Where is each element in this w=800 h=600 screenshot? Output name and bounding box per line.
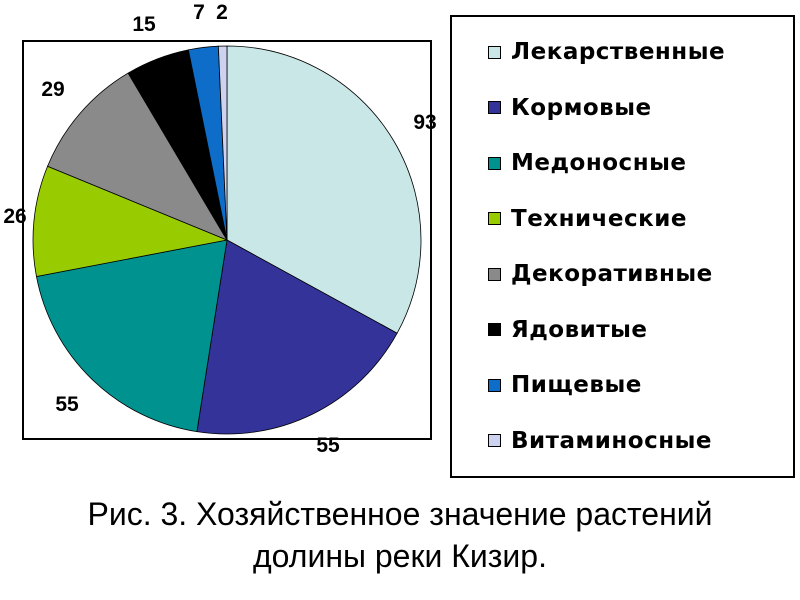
legend-label: Витаминосные <box>511 427 713 454</box>
legend-swatch <box>488 101 501 115</box>
pie-slice-2 <box>36 239 228 433</box>
caption-line-2: долины реки Кизир. <box>253 537 547 574</box>
pie-slice-1 <box>196 239 398 435</box>
legend-item: Пищевые <box>488 372 785 398</box>
legend-label: Медоносные <box>511 150 687 177</box>
pie-chart <box>32 45 422 435</box>
legend-item: Медоносные <box>488 150 785 176</box>
legend-item: Лекарственные <box>488 39 785 65</box>
pie-value-label: 15 <box>132 13 156 36</box>
caption-line-1: Рис. 3. Хозяйственное значение растений <box>87 496 713 532</box>
pie-slice-4 <box>47 72 228 241</box>
pie-slice-7 <box>217 45 228 241</box>
legend-swatch <box>488 156 501 170</box>
caption: Рис. 3. Хозяйственное значение растений … <box>0 494 800 577</box>
pie-slice-3 <box>32 165 229 277</box>
legend-label: Пищевые <box>511 372 642 399</box>
legend-label: Декоративные <box>511 261 713 288</box>
legend: Лекарственные Кормовые Медоносные Техническ… <box>450 15 795 478</box>
legend-swatch <box>488 434 501 448</box>
legend-item: Технические <box>488 206 785 232</box>
legend-swatch <box>488 378 501 392</box>
legend-swatch <box>488 267 501 281</box>
legend-label: Кормовые <box>511 94 652 121</box>
legend-item: Декоративные <box>488 261 785 287</box>
legend-swatch <box>488 323 501 337</box>
legend-label: Ядовитые <box>511 316 648 343</box>
pie-value-label: 2 <box>216 1 228 24</box>
pie-chart-frame <box>22 40 432 440</box>
pie-value-label: 7 <box>193 1 205 24</box>
legend-rows: Лекарственные Кормовые Медоносные Техническ… <box>452 17 793 476</box>
legend-swatch <box>488 45 501 59</box>
legend-item: Кормовые <box>488 95 785 121</box>
legend-swatch <box>488 212 501 226</box>
legend-label: Технические <box>511 205 687 232</box>
legend-item: Витаминосные <box>488 428 785 454</box>
legend-label: Лекарственные <box>511 39 726 65</box>
legend-item: Ядовитые <box>488 317 785 343</box>
pie-slice-0 <box>226 45 422 334</box>
